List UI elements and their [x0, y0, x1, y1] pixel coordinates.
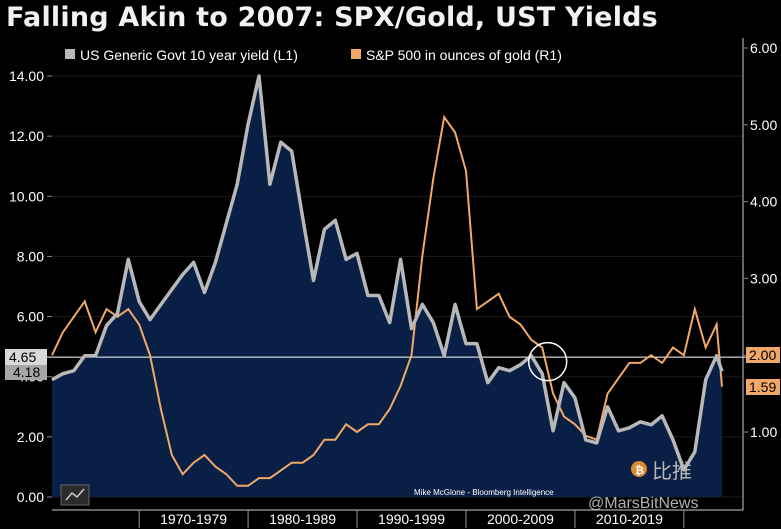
left-tick-label: 8.00: [17, 248, 44, 264]
legend-swatch-yield: [65, 49, 75, 59]
x-category-label: 2010-2019: [596, 511, 663, 527]
left-value-badge-2: 4.18: [5, 364, 47, 380]
yield-area-fill: [52, 76, 722, 497]
watermark-cn: 比推: [652, 460, 692, 483]
legend-label-yield: US Generic Govt 10 year yield (L1): [80, 47, 298, 63]
x-category-label: 1980-1989: [269, 511, 336, 527]
right-value-badge-2: 1.59: [746, 379, 780, 395]
x-category-label: 1970-1979: [160, 511, 227, 527]
left-value-1: 4.65: [9, 349, 36, 365]
left-tick-label: 10.00: [9, 188, 44, 204]
left-tick-label: 12.00: [9, 128, 44, 144]
yield-series-line: [51, 74, 724, 472]
left-tick-label: 6.00: [17, 309, 44, 325]
chart-tool-icon[interactable]: [60, 484, 90, 506]
chart-title: Falling Akin to 2007: SPX/Gold, UST Yiel…: [6, 2, 658, 33]
legend: US Generic Govt 10 year yield (L1) S&P 5…: [58, 43, 607, 68]
right-tick-label: 3.00: [750, 270, 777, 286]
left-tick-label: 14.00: [9, 68, 44, 84]
svg-text:₿: ₿: [635, 465, 644, 477]
watermark: ₿ 比推 @MarsBitNews: [588, 460, 698, 512]
left-value-badge-1: 4.65: [5, 349, 47, 365]
highlight-circle: [527, 341, 568, 382]
right-value-1: 2.00: [749, 347, 776, 363]
bitcoin-icon: [631, 461, 647, 477]
watermark-en: @MarsBitNews: [588, 495, 698, 512]
legend-swatch-spx-gold: [351, 49, 361, 59]
legend-label-spx-gold: S&P 500 in ounces of gold (R1): [366, 47, 562, 63]
right-value-2: 1.59: [749, 379, 776, 395]
right-value-badge-1: 2.00: [746, 347, 780, 363]
x-category-label: 1990-1999: [378, 511, 445, 527]
x-axis-labels: 1970-1979 1980-1989 1990-1999 2000-2009 2010…: [138, 510, 685, 528]
right-tick-label: 6.00: [750, 40, 777, 56]
left-tick-label: 2.00: [17, 429, 44, 445]
credit-text: Mike McGlone - Bloomberg Intelligence: [414, 488, 554, 497]
right-tick-label: 1.00: [750, 424, 777, 440]
right-tick-label: 5.00: [750, 117, 777, 133]
x-category-label: 2000-2009: [487, 511, 554, 527]
right-tick-label: 4.00: [750, 194, 777, 210]
left-value-2: 4.18: [13, 364, 40, 380]
left-tick-label: 0.00: [17, 489, 44, 505]
spx-gold-series-line: [51, 114, 723, 487]
